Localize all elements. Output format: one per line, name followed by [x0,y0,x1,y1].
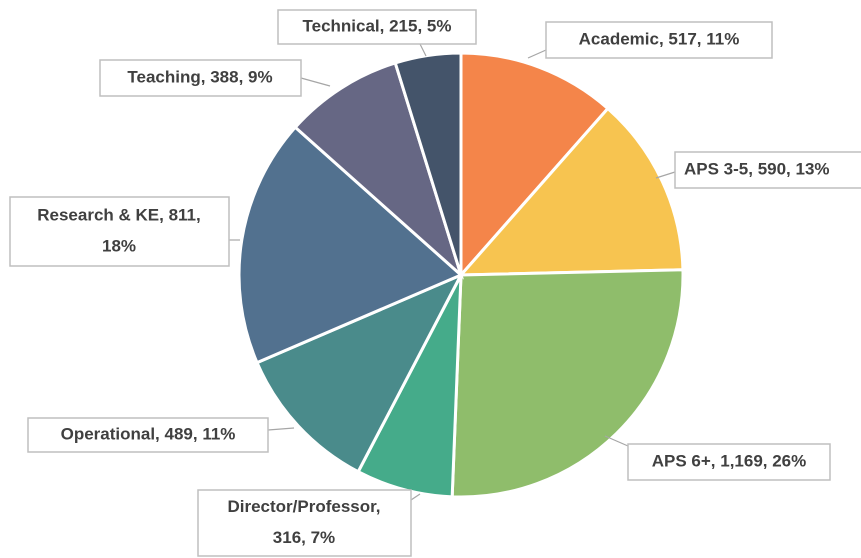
leader-line [410,493,421,501]
data-label-box [277,9,477,45]
data-label: 18% [102,236,136,255]
leader-line [655,171,676,179]
data-label: Director/Professor, [227,497,380,516]
leader-line [267,427,295,431]
leader-line [527,49,547,59]
data-label-box [197,489,412,557]
pie-slice [457,106,685,277]
data-label: APS 3-5, 590, 13% [684,159,830,178]
leader-line [419,43,427,57]
data-label: 316, 7% [273,528,335,547]
data-label-box [627,443,831,481]
leader-line [604,435,629,447]
data-label-box [545,21,773,59]
data-label: Technical, 215, 5% [303,16,452,35]
data-label-box [674,151,861,189]
data-label: APS 6+, 1,169, 26% [652,451,807,470]
data-label-box [9,196,230,267]
data-label: Teaching, 388, 9% [127,67,272,86]
data-label-box [27,417,269,453]
pie-slice [459,51,610,279]
pie-slice [293,61,465,280]
pie-slice [393,51,463,276]
data-label-box [99,59,302,97]
data-label: Research & KE, 811, [37,205,200,224]
data-label: Operational, 489, 11% [61,424,236,443]
pie-slice [450,268,685,499]
leader-line [300,77,331,87]
pie-slice [255,271,465,474]
pie-slice [237,125,464,365]
data-label: Academic, 517, 11% [579,29,740,48]
